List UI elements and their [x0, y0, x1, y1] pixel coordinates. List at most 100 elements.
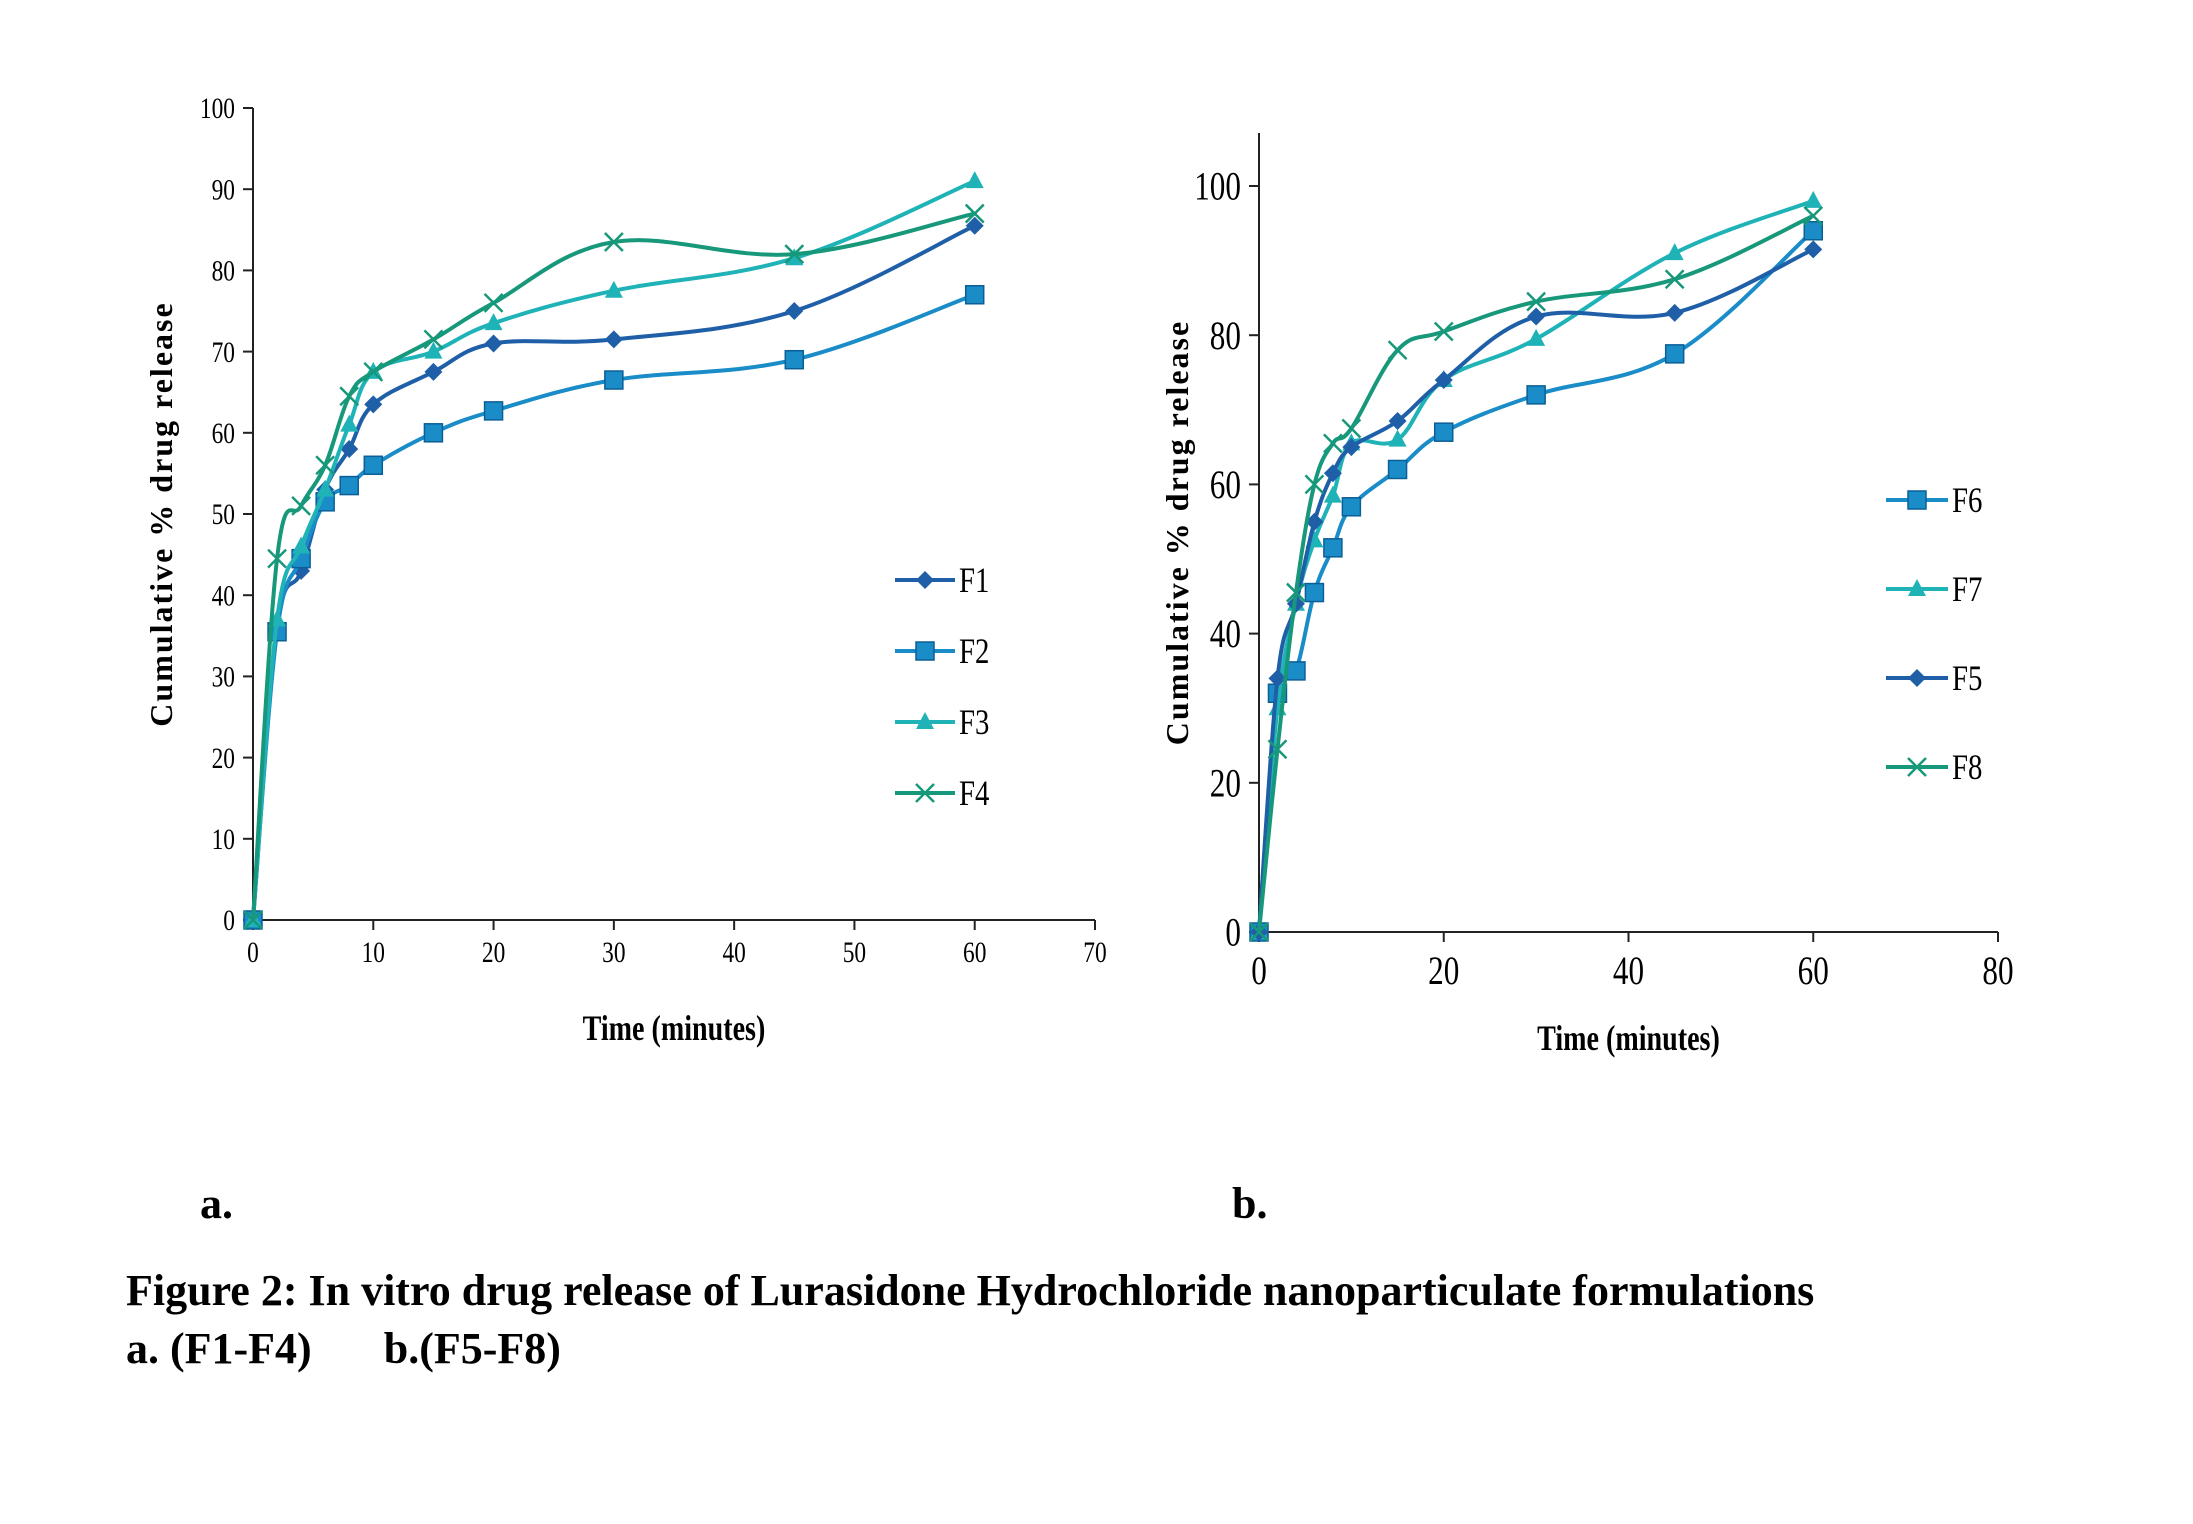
data-point — [339, 475, 359, 496]
data-point — [267, 548, 287, 569]
data-point — [1387, 340, 1408, 361]
data-point — [1249, 922, 1269, 942]
data-point — [1323, 433, 1343, 454]
data-point — [1527, 328, 1546, 346]
legend-label: F2 — [959, 632, 989, 672]
legend-entry-F5: F5 — [1886, 659, 1982, 699]
data-point — [363, 455, 384, 476]
data-point — [1323, 485, 1342, 503]
data-point — [964, 285, 985, 305]
series-F2 — [243, 285, 985, 930]
data-point — [1527, 307, 1546, 326]
data-point — [1665, 243, 1684, 261]
y-tick-label: 80 — [1210, 313, 1241, 358]
data-point — [1268, 669, 1287, 688]
data-point — [291, 495, 311, 516]
data-point — [292, 536, 311, 554]
legend-marker — [915, 641, 935, 661]
data-point — [1305, 512, 1324, 531]
legend-marker — [1908, 579, 1926, 596]
panel-label: a. — [200, 1179, 233, 1228]
legend-entry-F4: F4 — [895, 774, 989, 814]
data-point — [423, 423, 444, 443]
y-tick-label: 0 — [1225, 910, 1241, 955]
y-tick-label: 40 — [1210, 612, 1241, 657]
data-point — [1803, 205, 1824, 226]
y-tick-label: 40 — [212, 579, 235, 612]
data-point — [1388, 411, 1407, 430]
legend-label: F5 — [1952, 659, 1982, 699]
y-tick-label: 20 — [1210, 761, 1241, 806]
legend-marker — [915, 783, 935, 803]
data-point — [1342, 438, 1361, 457]
legend-label: F6 — [1952, 481, 1982, 521]
caption-sub-b: b.(F5-F8) — [383, 1324, 561, 1373]
series-line-F5 — [1257, 247, 1815, 933]
data-point — [1664, 269, 1685, 290]
chart-panel-b: 0 20 40 60 80 100 0 20 40 60 80 Time (minutes) Cumul… — [1159, 133, 2014, 1228]
legend-label: F8 — [1952, 748, 1982, 788]
legend-entry-F2: F2 — [895, 632, 989, 672]
x-tick-label: 60 — [963, 935, 986, 968]
data-point — [1804, 190, 1823, 208]
data-point — [784, 349, 805, 370]
legend-marker — [1907, 757, 1927, 777]
data-point — [423, 329, 444, 350]
data-point — [1304, 474, 1325, 495]
data-point — [604, 280, 623, 298]
data-point — [484, 313, 503, 331]
legend-marker — [916, 571, 934, 589]
data-point — [424, 341, 443, 359]
y-tick-label: 60 — [212, 416, 235, 449]
data-point — [1387, 459, 1408, 480]
data-point — [1267, 739, 1288, 760]
data-point — [1526, 385, 1546, 405]
y-tick-label: 60 — [1210, 462, 1241, 507]
data-point — [424, 362, 443, 381]
panel-label: b. — [1232, 1179, 1267, 1228]
data-point — [1341, 418, 1362, 439]
series-line-F1 — [251, 223, 976, 921]
legend-label: F7 — [1952, 570, 1982, 610]
y-tick-label: 50 — [212, 497, 235, 530]
data-point — [965, 171, 984, 189]
data-point — [1286, 582, 1306, 603]
figure-caption: Figure 2: In vitro drug release of Luras… — [126, 1262, 2166, 1378]
legend-entry-F7: F7 — [1886, 570, 1982, 610]
series-F4 — [243, 203, 985, 930]
data-point — [1526, 291, 1547, 312]
data-point — [784, 244, 805, 265]
legend-entry-F1: F1 — [895, 561, 989, 601]
data-point — [1434, 422, 1454, 442]
y-tick-label: 30 — [212, 660, 235, 693]
y-axis-title: Cumulative % drug release — [143, 301, 179, 726]
y-tick-label: 20 — [212, 741, 235, 774]
x-tick-label: 0 — [1251, 948, 1267, 993]
y-tick-label: 10 — [212, 822, 235, 855]
x-tick-label: 50 — [843, 935, 866, 968]
data-point — [364, 395, 383, 414]
data-point — [785, 248, 804, 266]
data-point — [785, 302, 804, 320]
x-tick-label: 20 — [482, 935, 505, 968]
data-point — [964, 203, 985, 224]
legend-entry-F6: F6 — [1886, 481, 1982, 521]
series-F1 — [244, 216, 984, 929]
series-F3 — [244, 171, 984, 927]
data-point — [339, 386, 360, 407]
x-tick-label: 40 — [1613, 948, 1644, 993]
x-tick-label: 20 — [1428, 948, 1459, 993]
data-point — [603, 232, 624, 252]
x-axis-title: Time (minutes) — [1537, 1018, 1720, 1058]
data-point — [965, 216, 984, 235]
y-tick-label: 80 — [212, 254, 235, 287]
data-point — [1304, 582, 1325, 603]
legend-marker — [1908, 669, 1926, 687]
legend-label: F4 — [959, 774, 989, 814]
data-point — [340, 440, 359, 459]
data-point — [484, 334, 503, 353]
data-point — [340, 414, 359, 432]
y-tick-label: 100 — [200, 91, 235, 124]
data-point — [604, 330, 623, 349]
legend-entry-F3: F3 — [895, 703, 989, 743]
